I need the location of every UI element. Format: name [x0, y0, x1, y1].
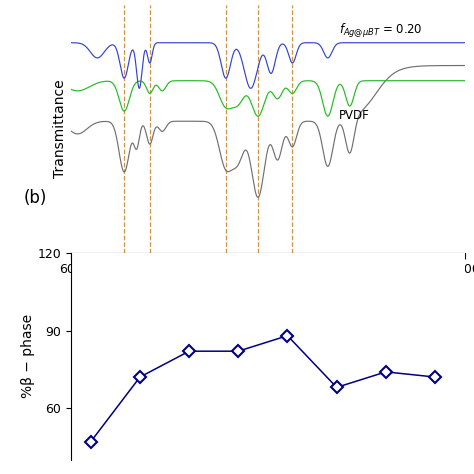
Text: $f_{Ag@\mu BT}$ = 0.20: $f_{Ag@\mu BT}$ = 0.20 [338, 22, 422, 40]
Text: (b): (b) [24, 190, 47, 208]
Y-axis label: %β − phase: %β − phase [21, 314, 35, 399]
Y-axis label: Transmittance: Transmittance [53, 80, 67, 178]
X-axis label: Wavenumber (cm⁻¹): Wavenumber (cm⁻¹) [190, 282, 346, 297]
Text: PVDF: PVDF [338, 109, 369, 122]
